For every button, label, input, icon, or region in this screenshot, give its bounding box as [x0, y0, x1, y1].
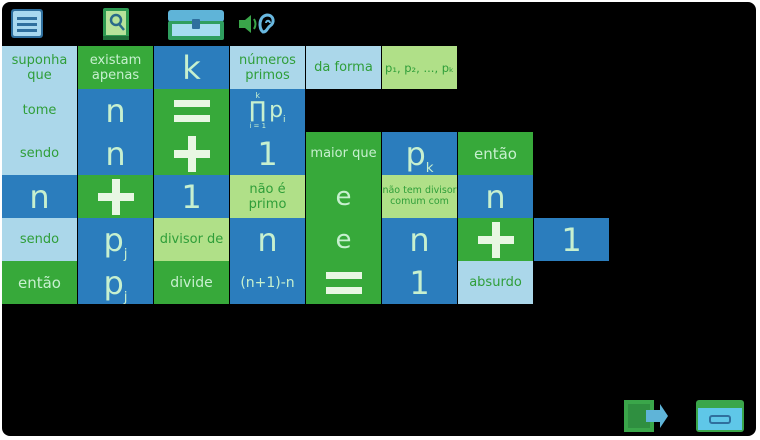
tile-label: 1 — [257, 134, 278, 173]
tile-one[interactable]: 1 — [154, 175, 229, 218]
tile-e[interactable]: e — [306, 175, 381, 218]
tile-one[interactable]: 1 — [230, 132, 305, 175]
tile-label: 1 — [181, 177, 202, 216]
menu-button[interactable] — [10, 8, 44, 39]
menu-icon — [11, 9, 43, 38]
tile-label: não é primo — [248, 181, 287, 212]
tile-label: p — [103, 263, 124, 302]
tile-label: suponha que — [11, 52, 68, 83]
tile-da-forma[interactable]: da forma — [306, 46, 381, 89]
tile-n[interactable]: n — [78, 132, 153, 175]
plus-icon — [173, 135, 210, 172]
tile-pj[interactable]: pj — [78, 218, 153, 261]
tile-product[interactable]: k ∏ i = 1 pi — [230, 89, 305, 132]
tile-label: maior que — [310, 146, 377, 161]
tile-k[interactable]: k — [154, 46, 229, 89]
book-icon — [103, 8, 129, 40]
tile-n[interactable]: n — [382, 218, 457, 261]
tile-label: da forma — [314, 60, 373, 75]
tile-pk[interactable]: pk — [382, 132, 457, 175]
tile-plus[interactable] — [154, 132, 229, 175]
tile-label: n — [409, 220, 430, 259]
product-expression: k ∏ i = 1 pi — [249, 91, 285, 131]
tile-entao[interactable]: então — [2, 261, 77, 304]
product-index: i — [283, 114, 286, 126]
equals-icon — [173, 98, 210, 124]
tile-label: então — [474, 144, 517, 163]
tile-n[interactable]: n — [2, 175, 77, 218]
export-button[interactable] — [622, 398, 668, 434]
tile-label: e — [335, 224, 352, 255]
tile-plus[interactable] — [458, 218, 533, 261]
app-frame: suponha que existam apenas k números pri… — [2, 2, 756, 436]
tile-equals[interactable] — [306, 261, 381, 304]
tile-entao[interactable]: então — [458, 132, 533, 175]
tile-subscript: j — [123, 289, 128, 304]
tile-tome[interactable]: tome — [2, 89, 77, 132]
product-upper-limit: k — [255, 90, 261, 100]
tile-absurdo[interactable]: absurdo — [458, 261, 533, 304]
tile-e[interactable]: e — [306, 218, 381, 261]
tile-label: n — [29, 177, 50, 216]
audio-button[interactable] — [236, 10, 278, 38]
tile-subscript: k — [425, 160, 434, 175]
tile-label: n — [105, 134, 126, 173]
export-icon — [624, 400, 668, 432]
tile-label: k — [182, 48, 201, 87]
tile-label: sendo — [19, 232, 60, 247]
tile-n[interactable]: n — [230, 218, 305, 261]
chest-icon — [168, 10, 224, 40]
tile-label: números primos — [239, 52, 296, 83]
chest-button[interactable] — [166, 8, 226, 42]
tile-label: sendo — [19, 146, 60, 161]
plus-icon — [97, 178, 134, 215]
tile-maior-que[interactable]: maior que — [306, 132, 381, 175]
tile-nao-e-primo[interactable]: não é primo — [230, 175, 305, 218]
product-term: p — [269, 98, 284, 123]
folder-icon — [696, 400, 744, 432]
tile-numeros-primos[interactable]: números primos — [230, 46, 305, 89]
product-symbol: ∏ — [249, 97, 267, 123]
tile-label: p₁, p₂, ..., pₖ — [385, 60, 454, 75]
tile-label: existam apenas — [89, 52, 142, 83]
tile-label: n — [105, 91, 126, 130]
tile-sendo[interactable]: sendo — [2, 132, 77, 175]
tile-label: (n+1)-n — [240, 274, 295, 291]
tile-label: 1 — [409, 263, 430, 302]
tile-suponha-que[interactable]: suponha que — [2, 46, 77, 89]
tile-label: p — [405, 134, 426, 173]
tile-plus[interactable] — [78, 175, 153, 218]
tile-label: não tem divisor comum com — [382, 185, 457, 207]
tile-prime-sequence[interactable]: p₁, p₂, ..., pₖ — [382, 46, 457, 89]
tile-existam-apenas[interactable]: existam apenas — [78, 46, 153, 89]
tile-one[interactable]: 1 — [534, 218, 609, 261]
tile-pj[interactable]: pj — [78, 261, 153, 304]
tile-n[interactable]: n — [458, 175, 533, 218]
tile-label: absurdo — [469, 275, 522, 290]
folder-button[interactable] — [694, 398, 746, 434]
tile-label: n — [257, 220, 278, 259]
tile-label: divide — [170, 274, 213, 291]
tile-label: 1 — [561, 220, 582, 259]
tile-label: p — [103, 220, 124, 259]
tile-sendo[interactable]: sendo — [2, 218, 77, 261]
tile-n[interactable]: n — [78, 89, 153, 132]
tile-label: e — [335, 181, 352, 212]
product-lower-limit: i = 1 — [249, 121, 267, 130]
tile-subscript: j — [123, 246, 128, 261]
tile-label: divisor de — [159, 232, 224, 247]
tile-equals[interactable] — [154, 89, 229, 132]
book-button[interactable] — [100, 6, 134, 42]
speaker-ear-icon — [239, 13, 275, 34]
tile-label: então — [18, 273, 61, 292]
tile-nao-tem-divisor-comum-com[interactable]: não tem divisor comum com — [382, 175, 457, 218]
tile-n-plus-1-minus-n[interactable]: (n+1)-n — [230, 261, 305, 304]
tile-divisor-de[interactable]: divisor de — [154, 218, 229, 261]
plus-icon — [477, 221, 514, 258]
tile-divide[interactable]: divide — [154, 261, 229, 304]
tile-one[interactable]: 1 — [382, 261, 457, 304]
tile-label: n — [485, 177, 506, 216]
equals-icon — [325, 270, 362, 296]
tile-label: tome — [22, 103, 57, 118]
